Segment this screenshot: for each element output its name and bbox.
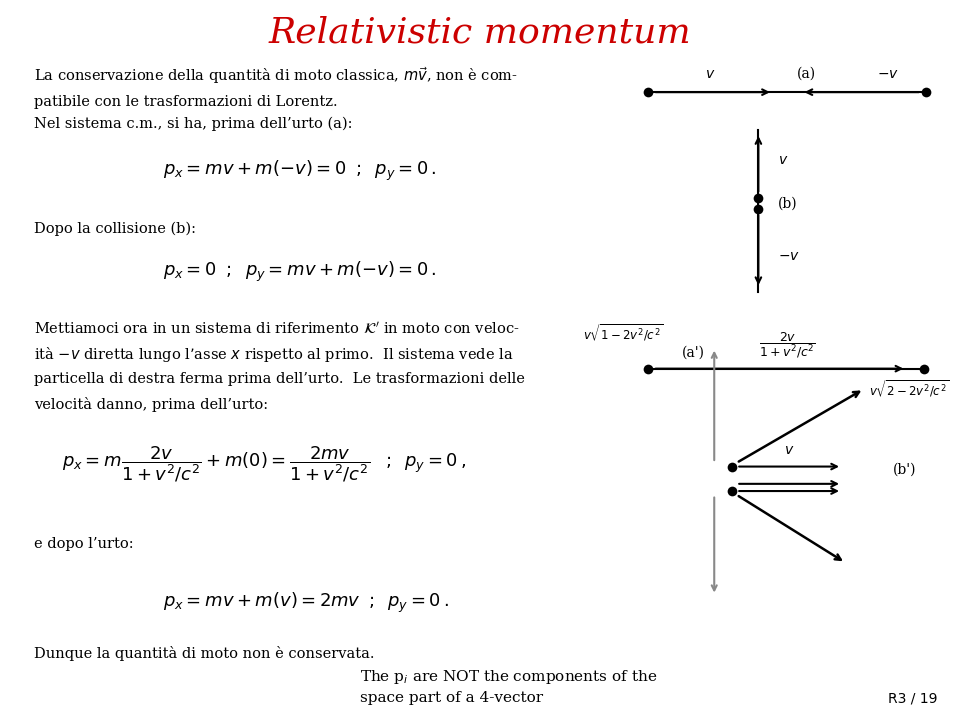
Text: particella di destra ferma prima dell’urto.  Le trasformazioni delle: particella di destra ferma prima dell’ur… — [34, 372, 524, 387]
Text: $p_x = mv + m(v) = 2mv \;\; ; \;\; p_y = 0\,.$: $p_x = mv + m(v) = 2mv \;\; ; \;\; p_y =… — [163, 590, 449, 615]
Text: space part of a 4-vector: space part of a 4-vector — [360, 691, 543, 706]
Text: La conservazione della quantità di moto classica, $m\vec{v}$, non è com-: La conservazione della quantità di moto … — [34, 66, 517, 86]
Text: $v$: $v$ — [778, 153, 788, 167]
Text: Mettiamoci ora in un sistema di riferimento $\mathcal{K}'$ in moto con veloc-: Mettiamoci ora in un sistema di riferime… — [34, 320, 519, 338]
Text: $v\sqrt{1-2v^2/c^2}$: $v\sqrt{1-2v^2/c^2}$ — [583, 323, 662, 344]
Text: $-v$: $-v$ — [778, 248, 800, 263]
Text: Dopo la collisione (b):: Dopo la collisione (b): — [34, 222, 196, 236]
Text: ità $-v$ diretta lungo l’asse $x$ rispetto al primo.  Il sistema vede la: ità $-v$ diretta lungo l’asse $x$ rispet… — [34, 345, 513, 364]
Text: $\dfrac{2v}{1+v^2/c^2}$: $\dfrac{2v}{1+v^2/c^2}$ — [758, 331, 816, 360]
Text: (b): (b) — [778, 197, 797, 211]
Text: Nel sistema c.m., si ha, prima dell’urto (a):: Nel sistema c.m., si ha, prima dell’urto… — [34, 117, 352, 131]
Text: R3 / 19: R3 / 19 — [888, 691, 938, 706]
Text: (b'): (b') — [893, 463, 916, 477]
Text: patibile con le trasformazioni di Lorentz.: patibile con le trasformazioni di Lorent… — [34, 95, 337, 109]
Text: (a): (a) — [797, 67, 816, 81]
Text: $v$: $v$ — [706, 67, 715, 81]
Text: e dopo l’urto:: e dopo l’urto: — [34, 536, 133, 551]
Text: $p_x = 0 \;\; ; \;\; p_y = mv + m(-v) = 0\,.$: $p_x = 0 \;\; ; \;\; p_y = mv + m(-v) = … — [163, 260, 437, 284]
Text: $v$: $v$ — [784, 444, 794, 457]
Text: (a'): (a') — [682, 346, 705, 360]
Text: The p$_i$ are NOT the components of the: The p$_i$ are NOT the components of the — [360, 668, 658, 685]
Text: $-v$: $-v$ — [877, 67, 899, 81]
Text: Relativistic momentum: Relativistic momentum — [269, 15, 691, 50]
Text: $p_x = m\dfrac{2v}{1+v^2/c^2} + m(0) = \dfrac{2mv}{1+v^2/c^2} \;\;\; ; \;\; p_y : $p_x = m\dfrac{2v}{1+v^2/c^2} + m(0) = \… — [62, 444, 467, 485]
Text: Dunque la quantità di moto non è conservata.: Dunque la quantità di moto non è conserv… — [34, 647, 374, 661]
Text: $v\sqrt{2-2v^2/c^2}$: $v\sqrt{2-2v^2/c^2}$ — [869, 379, 948, 400]
Text: $p_x = mv + m(-v) = 0 \;\; ; \;\; p_y = 0\,.$: $p_x = mv + m(-v) = 0 \;\; ; \;\; p_y = … — [163, 159, 437, 184]
Text: velocità danno, prima dell’urto:: velocità danno, prima dell’urto: — [34, 397, 268, 412]
